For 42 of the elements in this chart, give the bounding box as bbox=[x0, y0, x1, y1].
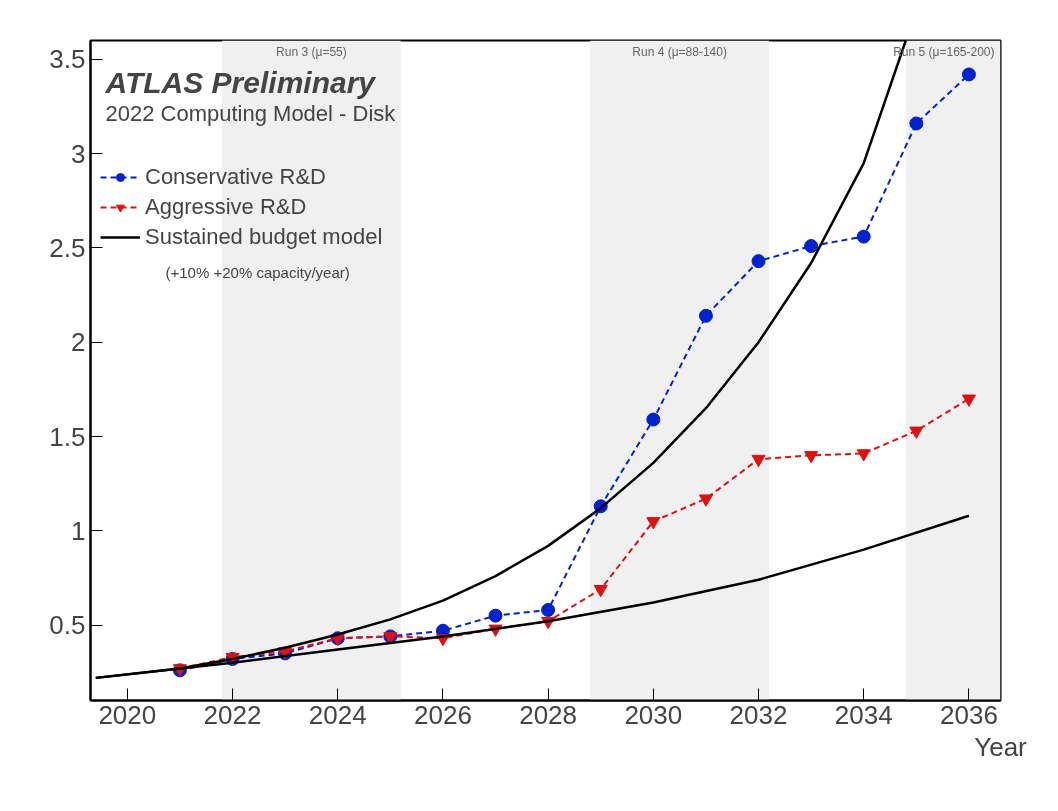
point bbox=[856, 229, 871, 244]
point bbox=[856, 449, 871, 462]
legend-label: Conservative R&D bbox=[145, 164, 326, 190]
band-label: Run 4 (μ=88-140) bbox=[632, 44, 727, 59]
point bbox=[541, 603, 556, 617]
text: ATLAS Preliminary bbox=[104, 65, 377, 99]
y-tick-label: 0.5 bbox=[49, 610, 86, 641]
point bbox=[488, 608, 503, 623]
point bbox=[909, 426, 924, 439]
point bbox=[698, 308, 713, 323]
x-tick-label: 2020 bbox=[98, 699, 157, 730]
point bbox=[646, 517, 661, 530]
x-tick-label: 2030 bbox=[624, 699, 683, 730]
x-tick-label: 2036 bbox=[940, 699, 998, 730]
x-tick-label: 2028 bbox=[519, 699, 578, 730]
x-tick-label: 2034 bbox=[834, 699, 893, 730]
point bbox=[646, 412, 661, 427]
band-label: Run 3 (μ=55) bbox=[276, 44, 347, 59]
x-tick-label: 2026 bbox=[414, 699, 472, 730]
y-tick-label: 2 bbox=[71, 327, 86, 358]
y-tick-label: 3.5 bbox=[49, 44, 86, 75]
x-tick-label: 2024 bbox=[308, 699, 367, 730]
point bbox=[698, 494, 713, 507]
point bbox=[961, 394, 976, 407]
y-tick-label: 2.5 bbox=[49, 232, 86, 263]
y-tick-label: 1 bbox=[71, 515, 86, 546]
point bbox=[804, 451, 819, 464]
point bbox=[961, 67, 976, 82]
x-tick-label: 2022 bbox=[203, 699, 262, 730]
legend-label: Aggressive R&D bbox=[145, 194, 307, 220]
x-tick-label: 2032 bbox=[729, 699, 788, 730]
legend-label: Sustained budget model bbox=[145, 224, 383, 250]
y-tick-label: 3 bbox=[71, 138, 86, 169]
point bbox=[909, 116, 924, 131]
annotation: (+10% +20% capacity/year) bbox=[165, 263, 350, 281]
x-axis-title: Year bbox=[974, 731, 1028, 762]
y-tick-label: 1.5 bbox=[49, 421, 86, 452]
text: 2022 Computing Model - Disk bbox=[105, 100, 397, 126]
point bbox=[751, 454, 766, 468]
point bbox=[751, 254, 766, 269]
point bbox=[804, 239, 819, 254]
point bbox=[593, 584, 608, 598]
